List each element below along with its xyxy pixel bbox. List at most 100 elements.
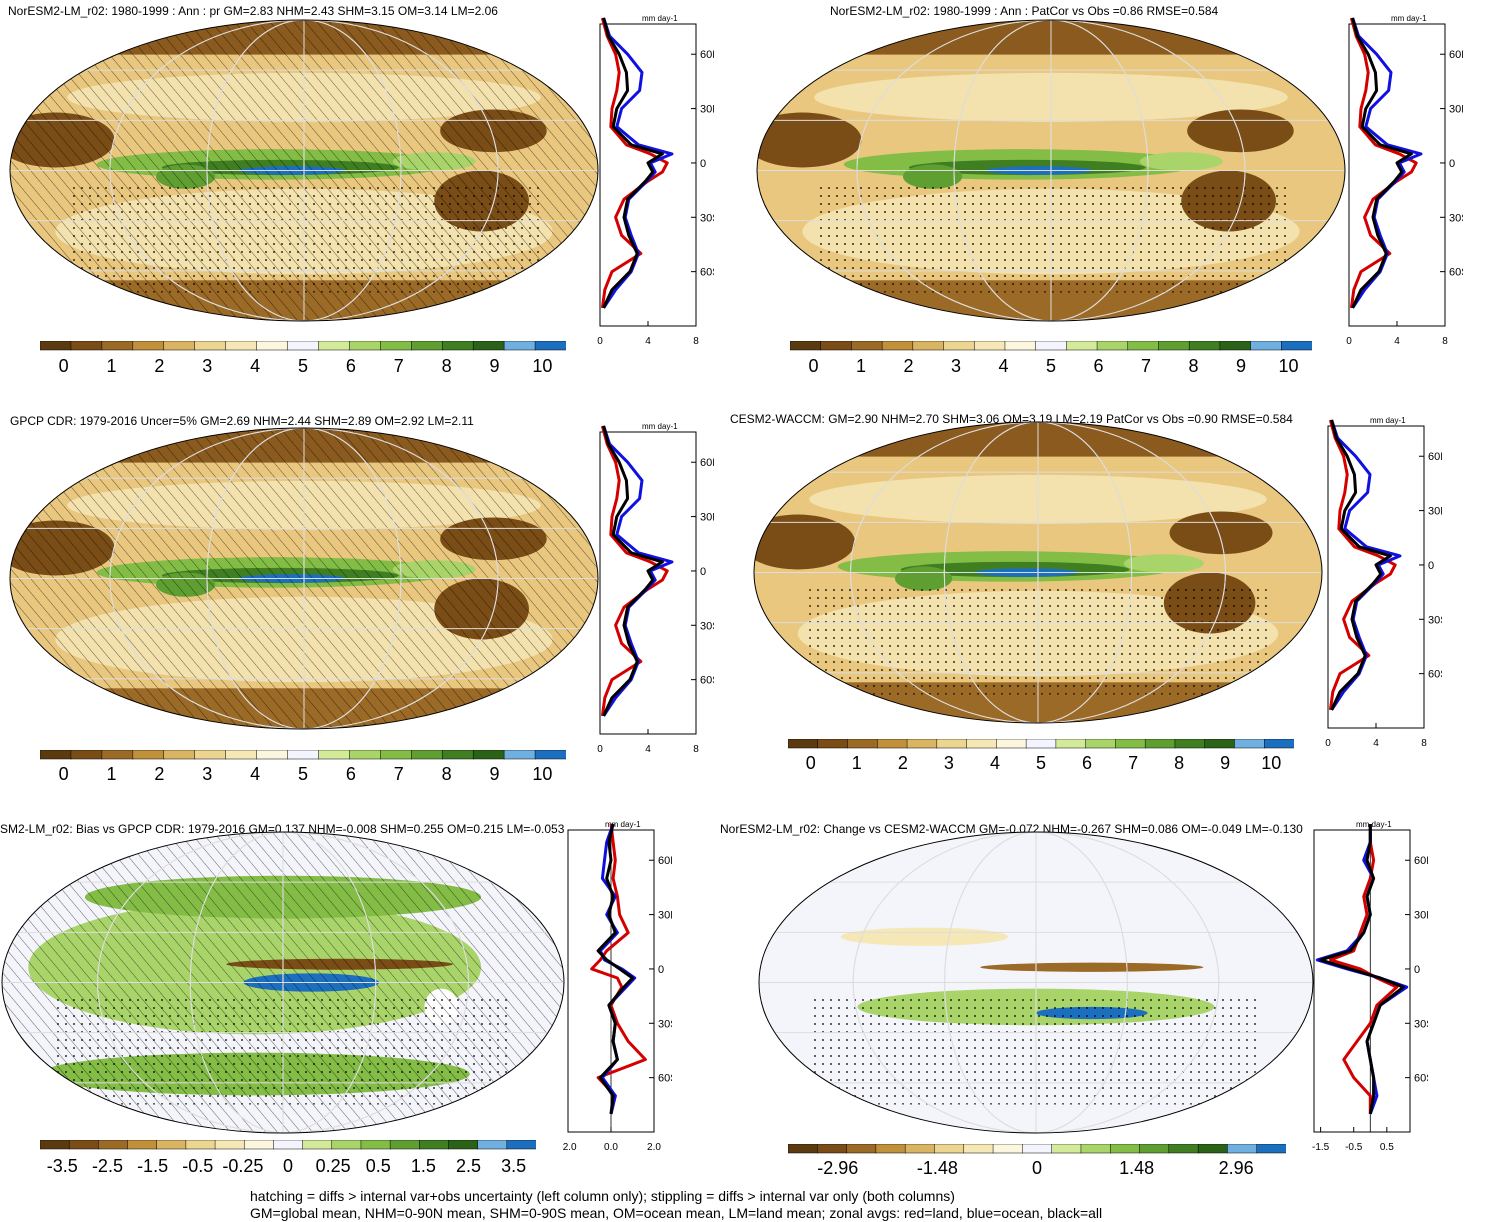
zonal-all-line <box>1351 17 1413 309</box>
colorbar-swatch <box>472 750 505 760</box>
colorbar-swatch <box>820 341 853 351</box>
colorbar-tick-label: 3 <box>943 753 954 773</box>
colorbar-swatch <box>331 1140 362 1150</box>
map-outline <box>9 427 599 730</box>
colorbar-swatch <box>1174 739 1206 749</box>
colorbar-labels: 0 1 2 3 4 5 6 7 8 9 10 <box>40 356 566 380</box>
colorbar-tick-label: 6 <box>1093 356 1104 376</box>
lat-tick-label: 30N <box>700 104 714 116</box>
colorbar-swatch <box>1004 341 1037 351</box>
colorbar-tick-label: 0 <box>58 356 69 376</box>
colorbar-swatch <box>194 341 227 351</box>
colorbar-swatch <box>1080 1144 1111 1154</box>
colorbar-swatch <box>380 750 413 760</box>
colorbar-swatch <box>1035 341 1068 351</box>
x-tick-label: 4 <box>1373 738 1379 749</box>
colorbar-tick-label: 8 <box>1174 753 1185 773</box>
global-map <box>9 427 599 730</box>
map-field <box>759 832 1313 1133</box>
x-tick-label: 0 <box>1325 738 1331 749</box>
colorbar-swatch <box>132 750 165 760</box>
colorbar-swatch <box>349 750 382 760</box>
lat-tick-label: 0 <box>1414 964 1420 976</box>
colorbar-swatch <box>1227 1144 1258 1154</box>
colorbar-tick-label: 0.25 <box>315 1156 351 1176</box>
colorbar-swatch <box>1281 341 1312 351</box>
colorbar-tick-label: 10 <box>1261 753 1282 773</box>
zonal-average-plot: mm day-1 60N 30N 0 30S 60S 0 4 8 <box>1346 14 1463 347</box>
colorbar-swatch <box>243 1140 275 1150</box>
colorbar-swatch <box>506 1140 536 1150</box>
panel-title: NorESM2-LM_r02: 1980-1999 : Ann : PatCor… <box>830 4 1219 18</box>
lat-tick-label: 0 <box>1428 560 1434 572</box>
colorbar-swatch <box>40 341 72 351</box>
colorbar-swatch <box>163 341 196 351</box>
x-tick-label: 8 <box>1421 738 1427 749</box>
colorbar-swatch <box>934 1144 965 1154</box>
map-field <box>757 20 1345 321</box>
colorbar-labels: -3.5 -2.5 -1.5 -0.5 -0.25 0 0.25 0.5 1.5 2.5 3.5 <box>40 1156 536 1180</box>
colorbar-swatch <box>788 739 819 749</box>
colorbar-swatch <box>534 750 566 760</box>
map-outline <box>758 831 1314 1134</box>
global-map <box>756 19 1346 322</box>
colorbar-swatch <box>503 341 536 351</box>
colorbar-labels: -2.96 -1.48 0 1.48 2.96 <box>788 1158 1286 1182</box>
colorbar-swatch <box>943 341 975 351</box>
colorbar-swatch <box>1158 341 1190 351</box>
lat-tick-label: 60N <box>1428 451 1442 463</box>
colorbar-tick-label: 8 <box>441 764 452 784</box>
lat-tick-label: 30N <box>700 512 714 524</box>
colorbar <box>40 341 566 351</box>
colorbar-swatch <box>817 1144 848 1154</box>
colorbar-swatch <box>966 739 998 749</box>
colorbar <box>788 1144 1286 1154</box>
x-tick-label: 8 <box>1442 336 1448 347</box>
zonal-land-line <box>1328 419 1397 711</box>
lat-tick-label: 60S <box>1414 1073 1428 1085</box>
colorbar-tick-label: -1.48 <box>916 1158 958 1178</box>
zonal-all-line <box>602 17 664 309</box>
colorbar-swatch <box>1219 341 1252 351</box>
colorbar-tick-label: 10 <box>532 356 553 376</box>
colorbar-swatch <box>477 1140 508 1150</box>
colorbar-tick-label: -0.25 <box>222 1156 264 1176</box>
colorbar-tick-label: 3 <box>950 356 961 376</box>
zonal-ocean-line <box>1330 419 1402 711</box>
lat-tick-label: 60S <box>700 675 714 687</box>
zonal-ocean-line <box>602 17 674 309</box>
colorbar-swatch <box>1115 739 1146 749</box>
panel-title: NorESM2-LM_r02: 1980-1999 : Ann : pr GM=… <box>8 4 498 18</box>
lat-tick-label: 60S <box>1428 669 1442 681</box>
colorbar-swatch <box>40 750 72 760</box>
colorbar-tick-label: 6 <box>345 764 356 784</box>
zonal-land-line <box>1349 17 1418 309</box>
colorbar-tick-label: 7 <box>393 356 404 376</box>
x-tick-label: 0 <box>597 744 603 755</box>
lat-tick-label: 30N <box>1449 104 1463 116</box>
colorbar-tick-label: 3 <box>202 764 213 784</box>
colorbar-tick-label: -3.5 <box>46 1156 78 1176</box>
x-tick-label: -0.5 <box>1345 1142 1363 1153</box>
colorbar-swatch <box>1096 341 1129 351</box>
colorbar-tick-label: 4 <box>989 753 1000 773</box>
x-tick-label: 0 <box>597 336 603 347</box>
colorbar-swatch <box>503 750 536 760</box>
colorbar-tick-label: -0.5 <box>182 1156 214 1176</box>
colorbar-swatch <box>194 750 227 760</box>
colorbar-swatch <box>963 1144 994 1154</box>
colorbar-swatch <box>68 1140 100 1150</box>
colorbar-swatch <box>360 1140 391 1150</box>
colorbar-swatch <box>287 750 320 760</box>
colorbar-tick-label: 1.5 <box>410 1156 436 1176</box>
colorbar-tick-label: 0.5 <box>365 1156 391 1176</box>
colorbar-tick-label: 9 <box>489 356 500 376</box>
colorbar-tick-label: 6 <box>1082 753 1093 773</box>
colorbar-swatch <box>912 341 945 351</box>
colorbar-tick-label: -2.96 <box>817 1158 859 1178</box>
colorbar-swatch <box>441 750 474 760</box>
colorbar-swatch <box>101 750 134 760</box>
colorbar-tick-label: 10 <box>532 764 553 784</box>
colorbar-swatch <box>156 1140 187 1150</box>
zonal-ocean-line <box>602 425 674 717</box>
